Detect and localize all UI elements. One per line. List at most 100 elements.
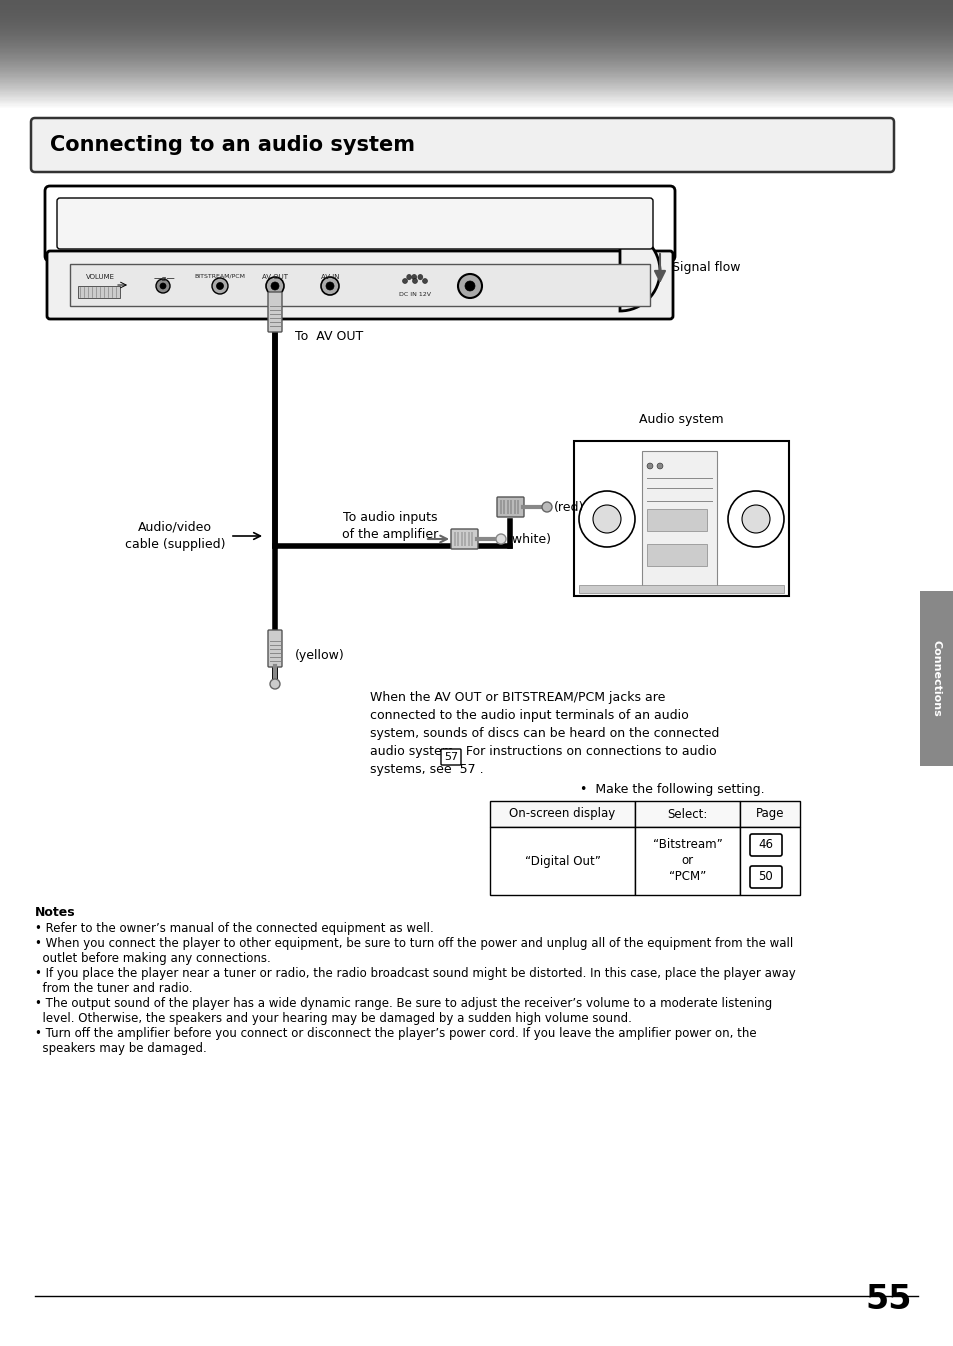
Bar: [490, 826, 635, 895]
Text: Select:: Select:: [666, 808, 707, 821]
Bar: [506, 499, 509, 514]
Text: Audio/video
cable (supplied): Audio/video cable (supplied): [125, 521, 225, 551]
Bar: [646, 544, 706, 567]
Bar: [503, 499, 505, 514]
Text: system, sounds of discs can be heard on the connected: system, sounds of discs can be heard on …: [370, 727, 719, 740]
Circle shape: [266, 277, 284, 295]
Circle shape: [578, 491, 635, 546]
FancyBboxPatch shape: [749, 835, 781, 856]
Text: To audio inputs
of the amplifier: To audio inputs of the amplifier: [341, 511, 437, 541]
Circle shape: [271, 283, 278, 289]
Circle shape: [727, 491, 783, 546]
Text: (white): (white): [507, 533, 552, 545]
FancyBboxPatch shape: [30, 118, 893, 172]
Bar: [517, 499, 519, 514]
Text: systems, see  57 .: systems, see 57 .: [370, 763, 483, 777]
Text: BITSTREAM/PCM: BITSTREAM/PCM: [194, 275, 245, 279]
Circle shape: [657, 463, 662, 468]
Text: VOLUME: VOLUME: [86, 275, 114, 280]
Text: “PCM”: “PCM”: [668, 871, 705, 883]
Circle shape: [422, 279, 427, 284]
Bar: [919, 591, 953, 766]
Bar: [740, 826, 800, 895]
Text: • If you place the player near a tuner or radio, the radio broadcast sound might: • If you place the player near a tuner o…: [35, 966, 795, 980]
Circle shape: [593, 505, 620, 533]
Bar: [78, 285, 120, 297]
Circle shape: [156, 279, 170, 293]
Text: AV IN: AV IN: [320, 275, 339, 280]
Text: (red): (red): [554, 501, 584, 514]
Text: • The output sound of the player has a wide dynamic range. Be sure to adjust the: • The output sound of the player has a w…: [35, 997, 771, 1010]
Text: 46: 46: [758, 839, 773, 852]
Text: When the AV OUT or BITSTREAM/PCM jacks are: When the AV OUT or BITSTREAM/PCM jacks a…: [370, 690, 664, 704]
Text: •  Make the following setting.: • Make the following setting.: [579, 783, 763, 795]
Text: Page: Page: [755, 808, 783, 821]
Bar: [635, 826, 740, 895]
Text: On-screen display: On-screen display: [509, 808, 615, 821]
Text: DC IN 12V: DC IN 12V: [398, 292, 431, 297]
Text: from the tuner and radio.: from the tuner and radio.: [35, 983, 193, 995]
Bar: [641, 451, 717, 586]
Bar: [471, 532, 473, 546]
Circle shape: [270, 678, 280, 689]
Circle shape: [496, 534, 505, 544]
Text: Signal flow: Signal flow: [671, 261, 740, 275]
FancyBboxPatch shape: [45, 186, 675, 261]
Text: or: or: [680, 855, 693, 868]
Bar: [574, 441, 788, 596]
Text: outlet before making any connections.: outlet before making any connections.: [35, 952, 271, 965]
FancyBboxPatch shape: [451, 529, 477, 549]
Wedge shape: [619, 232, 659, 311]
Bar: [646, 509, 706, 532]
Bar: [464, 532, 466, 546]
Circle shape: [402, 279, 407, 284]
FancyBboxPatch shape: [497, 497, 523, 517]
Circle shape: [457, 275, 481, 297]
Bar: [740, 801, 800, 826]
FancyBboxPatch shape: [268, 630, 282, 668]
Bar: [460, 532, 462, 546]
Text: audio system.  For instructions on connections to audio: audio system. For instructions on connec…: [370, 744, 716, 758]
Text: • Refer to the owner’s manual of the connected equipment as well.: • Refer to the owner’s manual of the con…: [35, 922, 434, 935]
Text: • When you connect the player to other equipment, be sure to turn off the power : • When you connect the player to other e…: [35, 937, 792, 950]
Text: To  AV OUT: To AV OUT: [294, 330, 363, 342]
Bar: [510, 499, 512, 514]
Circle shape: [741, 505, 769, 533]
Bar: [70, 264, 649, 306]
Text: 55: 55: [864, 1283, 911, 1316]
FancyBboxPatch shape: [57, 198, 652, 249]
Circle shape: [412, 279, 417, 284]
Bar: [468, 532, 470, 546]
Circle shape: [541, 502, 552, 511]
Text: Connections: Connections: [931, 641, 941, 717]
Text: (yellow): (yellow): [294, 650, 344, 662]
Bar: [454, 532, 456, 546]
Text: “Bitstream”: “Bitstream”: [652, 839, 721, 852]
Text: Notes: Notes: [35, 906, 75, 919]
Text: —⌀—: —⌀—: [153, 275, 174, 283]
Circle shape: [212, 279, 228, 293]
Bar: [457, 532, 459, 546]
Text: “Digital Out”: “Digital Out”: [524, 855, 599, 868]
FancyBboxPatch shape: [440, 748, 460, 765]
Circle shape: [160, 283, 166, 289]
Circle shape: [464, 281, 475, 291]
Bar: [635, 801, 740, 826]
FancyBboxPatch shape: [47, 250, 672, 319]
Circle shape: [646, 463, 652, 468]
Text: speakers may be damaged.: speakers may be damaged.: [35, 1042, 207, 1055]
Circle shape: [216, 283, 223, 289]
Text: Connecting to an audio system: Connecting to an audio system: [50, 135, 415, 155]
Bar: [514, 499, 516, 514]
Bar: [490, 801, 635, 826]
FancyBboxPatch shape: [749, 865, 781, 888]
Text: 57: 57: [443, 752, 457, 762]
Text: ⬤⬤⬤: ⬤⬤⬤: [405, 275, 424, 280]
FancyBboxPatch shape: [268, 292, 282, 332]
Bar: [499, 499, 501, 514]
Text: Audio system: Audio system: [639, 413, 723, 425]
Bar: [578, 586, 783, 594]
Text: • Turn off the amplifier before you connect or disconnect the player’s power cor: • Turn off the amplifier before you conn…: [35, 1027, 756, 1040]
Text: AV OUT: AV OUT: [262, 275, 288, 280]
Circle shape: [320, 277, 338, 295]
